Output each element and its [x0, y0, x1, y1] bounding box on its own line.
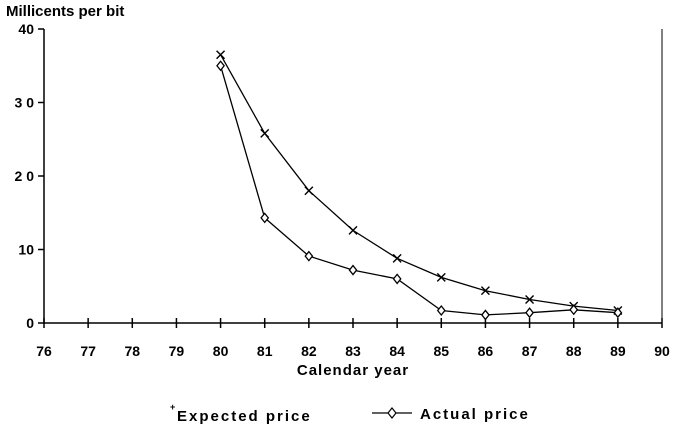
- x-axis-title: Calendar year: [297, 362, 409, 379]
- legend-actual-diamond: [387, 407, 397, 419]
- y-tick-label: 40: [18, 21, 34, 37]
- series-markers: [216, 50, 623, 321]
- actual-price-point: [480, 309, 490, 321]
- x-tick-label: 77: [80, 343, 96, 359]
- expected-price-point: [525, 294, 535, 304]
- x-tick-label: 86: [478, 343, 494, 359]
- x-tick-label: 76: [36, 343, 52, 359]
- tick-labels: 0 10 2 0 3 0 40 76 77 78 79 80 81 82 83 84 85 86 87 88 89 9…: [15, 21, 670, 359]
- series-line-actual-price: [219, 65, 618, 316]
- y-tick-label: 10: [18, 242, 34, 258]
- y-tick-label: 3 0: [15, 95, 35, 111]
- legend-expected-marker: +: [170, 402, 175, 412]
- x-tick-label: 82: [301, 343, 317, 359]
- x-tick-label: 89: [610, 343, 626, 359]
- x-tick-label: 81: [257, 343, 273, 359]
- x-tick-label: 88: [566, 343, 582, 359]
- x-tick-label: 80: [213, 343, 229, 359]
- legend-actual-label: Actual price: [420, 406, 530, 423]
- x-tick-label: 90: [654, 343, 670, 359]
- actual-price-point: [216, 60, 226, 72]
- series-line-expected-price: [220, 54, 618, 312]
- series-lines: [219, 54, 618, 316]
- x-tick-label: 87: [522, 343, 538, 359]
- expected-price-point: [216, 50, 226, 60]
- actual-price-point: [569, 304, 579, 316]
- actual-price-point: [260, 212, 270, 224]
- x-tick-label: 85: [433, 343, 449, 359]
- expected-price-point: [436, 272, 446, 282]
- y-axis-title: Millicents per bit: [6, 3, 124, 20]
- x-tick-label: 83: [345, 343, 361, 359]
- actual-price-point: [304, 250, 314, 262]
- expected-price-point: [480, 286, 490, 296]
- legend: + Expected price Actual price: [170, 402, 530, 425]
- expected-price-point: [348, 225, 358, 235]
- legend-expected-label: Expected price: [177, 408, 312, 425]
- actual-price-point: [392, 273, 402, 285]
- expected-price-point: [260, 128, 270, 138]
- x-tick-label: 78: [124, 343, 140, 359]
- x-tick-label: 79: [169, 343, 185, 359]
- actual-price-point: [613, 307, 623, 319]
- y-tick-label: 0: [26, 315, 34, 331]
- x-tick-label: 84: [389, 343, 405, 359]
- actual-price-point: [436, 304, 446, 317]
- actual-price-point: [525, 307, 535, 319]
- expected-price-point: [304, 186, 314, 196]
- axes: [38, 28, 663, 328]
- actual-price-point: [348, 264, 358, 276]
- expected-price-point: [392, 253, 402, 263]
- y-tick-label: 2 0: [15, 168, 35, 184]
